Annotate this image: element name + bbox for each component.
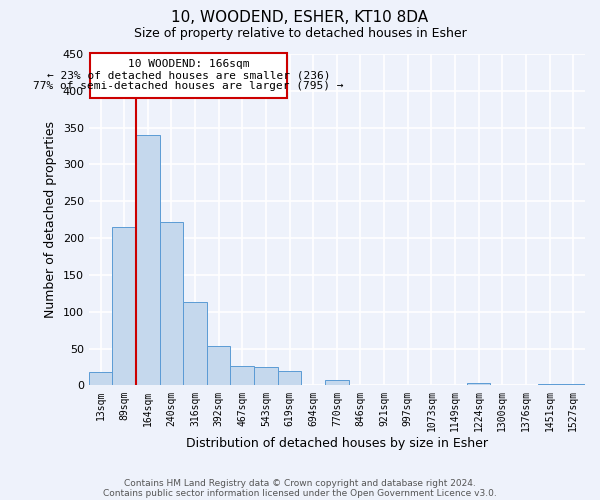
Bar — [160, 222, 183, 386]
Text: 10 WOODEND: 166sqm: 10 WOODEND: 166sqm — [128, 59, 249, 69]
FancyBboxPatch shape — [90, 54, 287, 98]
Text: Size of property relative to detached houses in Esher: Size of property relative to detached ho… — [134, 28, 466, 40]
Bar — [207, 346, 230, 386]
Bar — [183, 302, 207, 386]
Bar — [467, 383, 490, 386]
Bar — [254, 367, 278, 386]
Bar — [562, 384, 585, 386]
Y-axis label: Number of detached properties: Number of detached properties — [44, 121, 57, 318]
Bar — [278, 370, 301, 386]
Bar — [325, 380, 349, 386]
Text: Contains public sector information licensed under the Open Government Licence v3: Contains public sector information licen… — [103, 488, 497, 498]
Text: 10, WOODEND, ESHER, KT10 8DA: 10, WOODEND, ESHER, KT10 8DA — [172, 10, 428, 25]
X-axis label: Distribution of detached houses by size in Esher: Distribution of detached houses by size … — [186, 437, 488, 450]
Text: ← 23% of detached houses are smaller (236): ← 23% of detached houses are smaller (23… — [47, 70, 330, 80]
Bar — [230, 366, 254, 386]
Bar — [89, 372, 112, 386]
Bar — [136, 135, 160, 386]
Bar — [112, 227, 136, 386]
Text: Contains HM Land Registry data © Crown copyright and database right 2024.: Contains HM Land Registry data © Crown c… — [124, 478, 476, 488]
Text: 77% of semi-detached houses are larger (795) →: 77% of semi-detached houses are larger (… — [33, 80, 344, 90]
Bar — [538, 384, 562, 386]
